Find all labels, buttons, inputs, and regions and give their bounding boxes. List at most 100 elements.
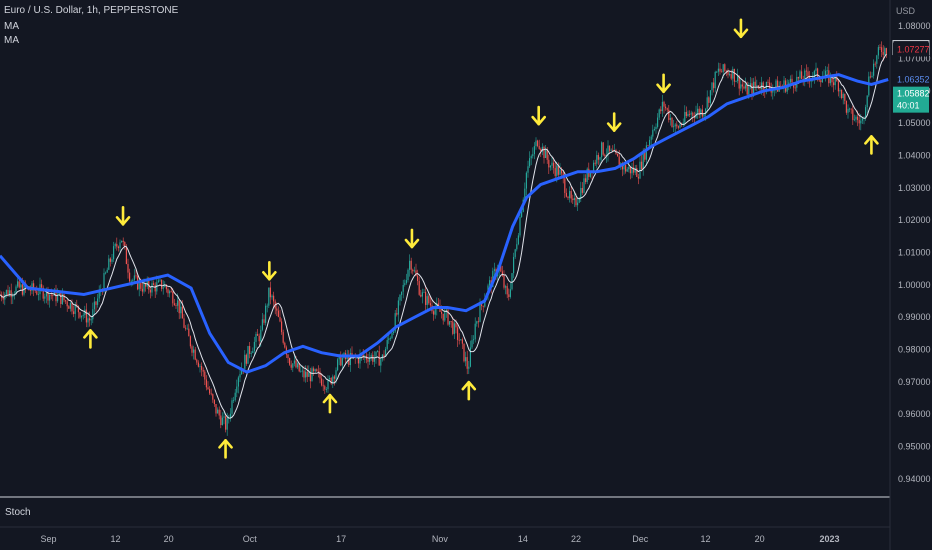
x-tick-label: 22 (571, 534, 581, 544)
candle-body (409, 260, 411, 270)
candle-body (221, 417, 223, 426)
candle-body (474, 323, 476, 340)
candle-body (524, 188, 526, 200)
candle-body (826, 70, 828, 72)
candle-body (617, 153, 619, 157)
candle-body (287, 354, 289, 359)
candle-body (145, 283, 147, 287)
candle-body (121, 240, 123, 243)
candle-body (847, 108, 849, 113)
candle-body (165, 285, 167, 290)
down-arrow-icon (531, 105, 546, 126)
candle-body (685, 111, 687, 116)
candle-body (397, 300, 399, 315)
candle-body (529, 158, 531, 167)
up-arrow-icon (218, 439, 233, 459)
candle-body (493, 269, 495, 271)
candle-body (207, 387, 209, 390)
candle-body (239, 374, 241, 378)
stoch-indicator-label[interactable]: Stoch (5, 507, 31, 518)
candle-body (508, 294, 510, 297)
candle-body (833, 82, 835, 86)
candle-body (738, 75, 740, 89)
y-tick-label: 1.04000 (898, 151, 931, 161)
indicator-ma-1[interactable]: MA (4, 21, 19, 32)
countdown-label: 40:01 (897, 101, 920, 111)
candle-body (421, 292, 423, 297)
candle-body (767, 81, 769, 83)
candle-body (276, 308, 278, 311)
candle-body (642, 151, 644, 170)
candle-body (537, 140, 539, 146)
candle-body (623, 164, 625, 170)
candle-body (687, 113, 689, 116)
candle-body (330, 377, 332, 384)
candle-body (249, 346, 251, 354)
candle-body (301, 370, 303, 372)
candle-body (212, 394, 214, 400)
candle-body (871, 75, 873, 77)
candle-body (324, 386, 326, 390)
candle-body (303, 370, 305, 378)
candle-body (213, 399, 215, 405)
candle-body (658, 109, 660, 118)
candle-body (300, 370, 302, 372)
candle-body (415, 270, 417, 276)
candle-body (481, 304, 483, 306)
candle-body (319, 371, 321, 379)
candle-body (298, 363, 300, 372)
candle-body (479, 304, 481, 322)
candle-body (105, 272, 107, 274)
candle-body (727, 71, 729, 75)
candle-body (420, 294, 422, 297)
candle-body (357, 357, 359, 364)
candle-body (71, 302, 73, 312)
candle-body (317, 371, 319, 372)
up-arrow-icon (461, 380, 477, 401)
candle-body (442, 313, 444, 321)
candle-body (837, 81, 839, 92)
time-axis[interactable]: Sep 12 20 Oct 17 Nov 14 22 Dec 12 20 2023 (40, 534, 839, 544)
candle-body (279, 316, 281, 322)
svg-text:1.06352: 1.06352 (897, 74, 930, 84)
candle-body (452, 321, 454, 334)
candle-body (69, 302, 71, 309)
y-tick-label: 1.03000 (898, 183, 931, 193)
candle-body (292, 363, 294, 368)
candle-body (153, 283, 155, 285)
signal-arrows-layer (83, 18, 879, 459)
candle-body (845, 100, 847, 113)
currency-label[interactable]: USD (896, 6, 916, 16)
candle-body (554, 168, 556, 176)
candle-body (628, 166, 630, 170)
candle-body (506, 286, 508, 295)
candle-body (130, 281, 132, 282)
candle-body (564, 178, 566, 193)
candle-body (813, 70, 815, 78)
candle-body (68, 306, 70, 309)
candle-body (553, 162, 555, 169)
candle-body (650, 136, 652, 140)
candle-body (873, 63, 875, 76)
candle-body (705, 108, 707, 115)
candle-body (362, 354, 364, 358)
x-tick-label: 14 (518, 534, 528, 544)
candle-body (44, 296, 46, 299)
candle-body (337, 359, 339, 371)
candle-body (877, 47, 879, 56)
candle-body (569, 191, 571, 199)
candle-body (410, 260, 412, 270)
candle-body (668, 109, 670, 120)
candle-body (215, 404, 217, 414)
candle-body (444, 311, 446, 321)
candle-body (519, 216, 521, 236)
y-tick-label: 0.95000 (898, 442, 931, 452)
candle-body (525, 172, 527, 189)
candle-body (884, 48, 886, 55)
candle-body (2, 297, 4, 300)
candle-body (663, 101, 665, 107)
down-arrow-icon (404, 228, 420, 249)
indicator-ma-2[interactable]: MA (4, 35, 19, 46)
candle-body (543, 146, 545, 158)
